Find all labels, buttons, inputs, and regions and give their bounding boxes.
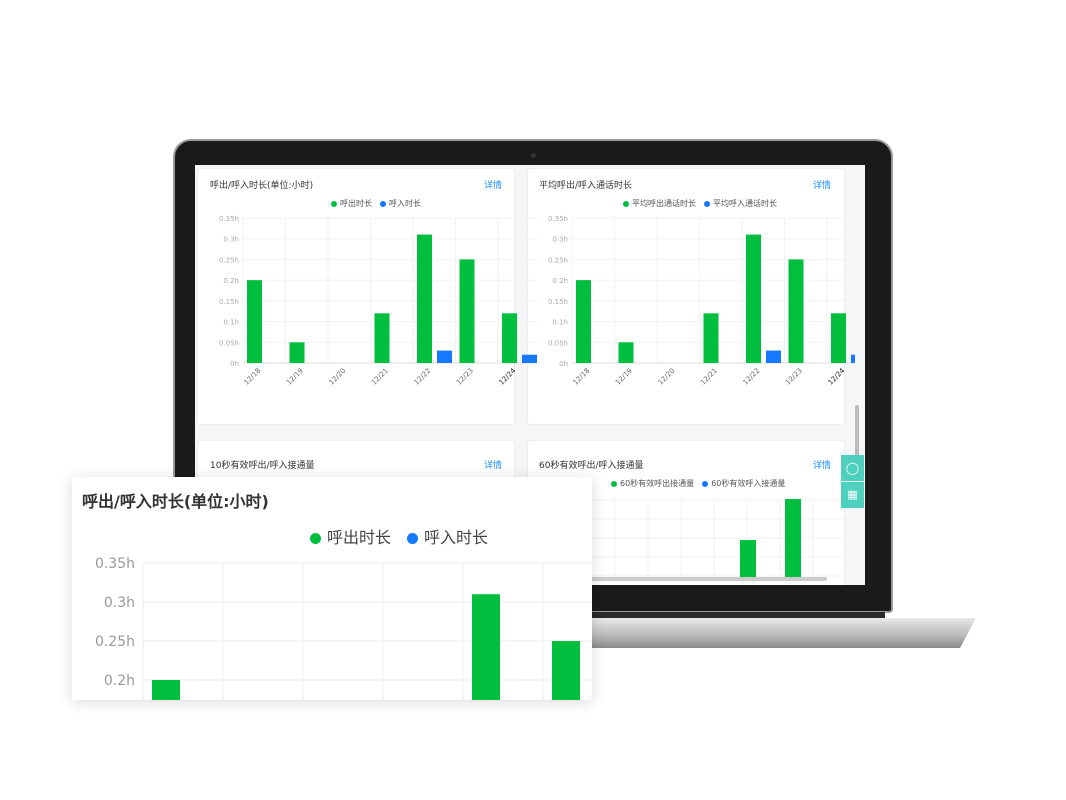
y-tick-label: 0h (559, 360, 568, 368)
x-tick-label: 12/22 (412, 367, 432, 387)
panel-title: 60秒有效呼出/呼入接通量 (539, 461, 644, 471)
y-tick-label: 0.35h (548, 215, 568, 223)
legend-item[interactable]: 60秒有效呼出接通量 (620, 479, 695, 488)
legend-item[interactable]: 呼入时长 (389, 199, 421, 208)
legend-item[interactable]: 呼出时长 (327, 528, 392, 547)
magnified-title: 呼出/呼入时长(单位:小时) (82, 492, 269, 511)
legend-item[interactable]: 平均呼入通话时长 (713, 199, 777, 208)
camera (531, 153, 536, 158)
y-tick-label: 0.35h (95, 556, 135, 572)
legend-item[interactable]: 平均呼出通话时长 (632, 199, 696, 208)
legend: 60秒有效呼出接通量 60秒有效呼入接通量 (603, 478, 785, 489)
x-tick-label: 12/21 (699, 367, 719, 387)
bar (522, 354, 537, 363)
bar (831, 313, 846, 363)
legend: 呼出时长 呼入时长 (323, 198, 421, 209)
panel-title: 10秒有效呼出/呼入接通量 (210, 461, 315, 471)
x-tick-label: 12/20 (327, 367, 347, 387)
bar (703, 313, 719, 363)
magnified-chart: 0.2h 0.25h 0.3h 0.35h (95, 556, 592, 700)
y-tick-label: 0.2h (104, 673, 135, 689)
detail-link[interactable]: 详情 (813, 181, 832, 191)
x-tick-label: 12/24 (497, 366, 517, 386)
x-tick-label: 12/18 (242, 367, 262, 387)
bar (459, 259, 475, 363)
x-tick-label: 12/23 (784, 367, 804, 387)
bar (247, 280, 262, 363)
legend-item[interactable]: 呼入时长 (424, 528, 489, 547)
bar (746, 234, 761, 363)
chart-call-duration: 0h 0.05h 0.1h 0.15h 0.2h 0.25h 0.3h 0.35h 12/18 1… (219, 215, 855, 578)
bar (289, 342, 305, 363)
bar (740, 540, 756, 578)
y-tick-label: 0h (230, 360, 239, 368)
panel-title: 平均呼出/呼入通话时长 (539, 181, 633, 191)
y-tick-label: 0.05h (548, 339, 568, 347)
y-tick-label: 0.3h (552, 236, 568, 244)
bar (576, 280, 591, 363)
y-tick-label: 0.3h (223, 236, 239, 244)
bar (502, 313, 517, 363)
x-tick-label: 12/18 (571, 367, 591, 387)
x-tick-label: 12/19 (285, 367, 305, 387)
y-tick-label: 0.2h (552, 277, 568, 285)
y-tick-label: 0.15h (548, 298, 568, 306)
bar (785, 499, 801, 578)
detail-link[interactable]: 详情 (813, 461, 832, 471)
legend: 平均呼出通话时长 平均呼入通话时长 (615, 198, 777, 209)
y-tick-label: 0.1h (223, 319, 239, 327)
detail-link[interactable]: 详情 (484, 461, 503, 471)
bar (437, 350, 452, 363)
y-tick-label: 0.05h (219, 339, 239, 347)
x-tick-label: 12/19 (614, 367, 634, 387)
bar (788, 259, 804, 363)
x-tick-label: 12/22 (741, 367, 761, 387)
bar (152, 680, 180, 700)
y-tick-label: 0.3h (104, 595, 135, 611)
bar (417, 234, 432, 363)
detail-link[interactable]: 详情 (484, 181, 503, 191)
y-tick-label: 0.2h (223, 277, 239, 285)
y-tick-label: 0.35h (219, 215, 239, 223)
y-tick-label: 0.25h (219, 256, 239, 264)
y-tick-label: 0.25h (95, 634, 135, 650)
qrcode-icon[interactable]: ▦ (841, 482, 864, 508)
chat-icon[interactable]: ◯ (841, 455, 864, 481)
bar (766, 350, 781, 363)
horizontal-scrollbar[interactable] (590, 577, 827, 581)
x-tick-label: 12/20 (656, 367, 676, 387)
y-tick-label: 0.15h (219, 298, 239, 306)
bar (618, 342, 634, 363)
x-tick-label: 12/23 (455, 367, 475, 387)
legend-item[interactable]: 60秒有效呼入接通量 (711, 479, 786, 488)
magnified-legend: 呼出时长 呼入时长 (294, 524, 488, 548)
legend-item[interactable]: 呼出时长 (340, 199, 372, 208)
chart-group: 0h 0.05h 0.1h 0.15h 0.2h 0.25h 0.3h 0.35h 12/18 1… (548, 215, 855, 387)
y-tick-label: 0.1h (552, 319, 568, 327)
chart-group: 0h 0.05h 0.1h 0.15h 0.2h 0.25h 0.3h 0.35h 12/18 1… (219, 215, 537, 387)
bar (552, 641, 580, 700)
vertical-scrollbar[interactable] (855, 405, 859, 460)
bar (851, 354, 855, 363)
bar (374, 313, 390, 363)
x-tick-label: 12/24 (826, 366, 846, 386)
y-tick-label: 0.25h (548, 256, 568, 264)
panel-title: 呼出/呼入时长(单位:小时) (210, 181, 314, 191)
magnified-chart-card: 呼出/呼入时长(单位:小时) 呼出时长 呼入时长 0.2h 0.25h 0.3h 0.3… (72, 477, 592, 700)
bar (472, 594, 500, 700)
x-tick-label: 12/21 (370, 367, 390, 387)
